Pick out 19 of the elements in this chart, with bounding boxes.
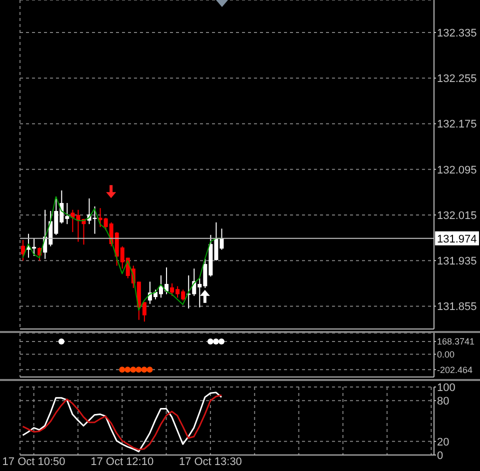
y-tick-label: 80 xyxy=(437,396,450,408)
y-tick-label: 132.015 xyxy=(437,210,477,222)
y-tick-label: 100 xyxy=(437,382,456,394)
y-tick-label: 0 xyxy=(437,450,444,462)
y-tick-label: 131.935 xyxy=(437,255,477,268)
y-tick-label: 20 xyxy=(437,436,450,448)
y-tick-label: 132.255 xyxy=(437,73,477,86)
x-tick-label: 17 Oct 13:30 xyxy=(178,456,242,468)
y-tick-label: 131.855 xyxy=(437,301,477,314)
y-tick-label: 132.335 xyxy=(437,27,477,40)
y-tick-label: 168.3741 xyxy=(437,336,475,347)
x-tick-label: 17 Oct 12:10 xyxy=(90,456,154,468)
x-tick-label: 17 Oct 10:50 xyxy=(2,456,66,468)
candlestick xyxy=(21,240,25,262)
y-tick-label: 132.175 xyxy=(437,118,477,131)
y-tick-label: 0.00 xyxy=(437,349,455,360)
y-tick-label: -202.464 xyxy=(437,364,473,375)
ref-line-label: 131.974 xyxy=(437,233,477,246)
y-tick-label: 132.095 xyxy=(437,164,477,176)
